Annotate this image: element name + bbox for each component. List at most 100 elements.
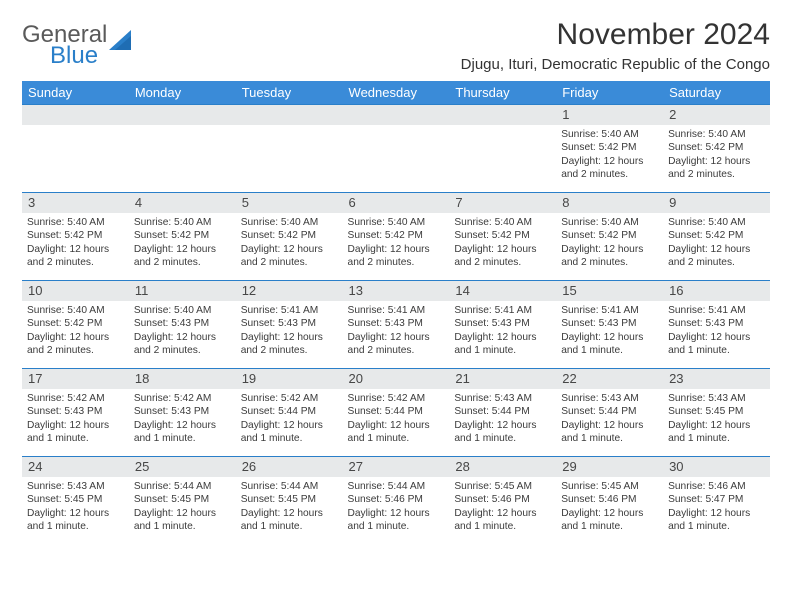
calendar-body: 1Sunrise: 5:40 AMSunset: 5:42 PMDaylight…	[22, 104, 770, 544]
sunset-text: Sunset: 5:45 PM	[241, 493, 338, 506]
day-number: 7	[449, 192, 556, 213]
day-details: Sunrise: 5:44 AMSunset: 5:45 PMDaylight:…	[236, 477, 343, 537]
calendar-cell: 25Sunrise: 5:44 AMSunset: 5:45 PMDayligh…	[129, 456, 236, 544]
calendar-cell: 12Sunrise: 5:41 AMSunset: 5:43 PMDayligh…	[236, 280, 343, 368]
sunrise-text: Sunrise: 5:40 AM	[241, 216, 338, 229]
daylight-text: Daylight: 12 hours and 1 minute.	[454, 419, 551, 446]
daylight-text: Daylight: 12 hours and 1 minute.	[561, 331, 658, 358]
logo: General Blue	[22, 18, 135, 68]
day-number: 6	[343, 192, 450, 213]
sunrise-text: Sunrise: 5:41 AM	[348, 304, 445, 317]
day-details: Sunrise: 5:40 AMSunset: 5:42 PMDaylight:…	[449, 213, 556, 273]
calendar-cell: 4Sunrise: 5:40 AMSunset: 5:42 PMDaylight…	[129, 192, 236, 280]
sunrise-text: Sunrise: 5:40 AM	[348, 216, 445, 229]
daylight-text: Daylight: 12 hours and 2 minutes.	[27, 243, 124, 270]
calendar-cell: 26Sunrise: 5:44 AMSunset: 5:45 PMDayligh…	[236, 456, 343, 544]
day-number: 4	[129, 192, 236, 213]
sunrise-text: Sunrise: 5:40 AM	[27, 304, 124, 317]
sunrise-text: Sunrise: 5:44 AM	[241, 480, 338, 493]
calendar-week: 17Sunrise: 5:42 AMSunset: 5:43 PMDayligh…	[22, 368, 770, 456]
day-number: 17	[22, 368, 129, 389]
daylight-text: Daylight: 12 hours and 2 minutes.	[241, 331, 338, 358]
daylight-text: Daylight: 12 hours and 1 minute.	[454, 507, 551, 534]
calendar-cell: 27Sunrise: 5:44 AMSunset: 5:46 PMDayligh…	[343, 456, 450, 544]
sunset-text: Sunset: 5:42 PM	[348, 229, 445, 242]
day-details: Sunrise: 5:41 AMSunset: 5:43 PMDaylight:…	[449, 301, 556, 361]
sunrise-text: Sunrise: 5:40 AM	[668, 216, 765, 229]
calendar-cell	[343, 104, 450, 192]
calendar-cell: 17Sunrise: 5:42 AMSunset: 5:43 PMDayligh…	[22, 368, 129, 456]
sunset-text: Sunset: 5:43 PM	[348, 317, 445, 330]
page-header: General Blue November 2024 Djugu, Ituri,…	[22, 18, 770, 73]
calendar-cell: 8Sunrise: 5:40 AMSunset: 5:42 PMDaylight…	[556, 192, 663, 280]
day-number: 24	[22, 456, 129, 477]
calendar-cell: 13Sunrise: 5:41 AMSunset: 5:43 PMDayligh…	[343, 280, 450, 368]
day-number: 20	[343, 368, 450, 389]
calendar-table: SundayMondayTuesdayWednesdayThursdayFrid…	[22, 81, 770, 544]
sunrise-text: Sunrise: 5:41 AM	[454, 304, 551, 317]
sunrise-text: Sunrise: 5:41 AM	[241, 304, 338, 317]
day-number: 16	[663, 280, 770, 301]
daylight-text: Daylight: 12 hours and 1 minute.	[134, 507, 231, 534]
daylight-text: Daylight: 12 hours and 1 minute.	[348, 507, 445, 534]
day-number: 18	[129, 368, 236, 389]
sunrise-text: Sunrise: 5:41 AM	[561, 304, 658, 317]
weekday-header: Tuesday	[236, 81, 343, 104]
daylight-text: Daylight: 12 hours and 2 minutes.	[561, 155, 658, 182]
sunrise-text: Sunrise: 5:40 AM	[561, 216, 658, 229]
calendar-week: 3Sunrise: 5:40 AMSunset: 5:42 PMDaylight…	[22, 192, 770, 280]
sunrise-text: Sunrise: 5:40 AM	[27, 216, 124, 229]
sunrise-text: Sunrise: 5:43 AM	[27, 480, 124, 493]
day-details: Sunrise: 5:46 AMSunset: 5:47 PMDaylight:…	[663, 477, 770, 537]
day-details: Sunrise: 5:40 AMSunset: 5:42 PMDaylight:…	[343, 213, 450, 273]
sunset-text: Sunset: 5:42 PM	[561, 229, 658, 242]
day-number: 15	[556, 280, 663, 301]
day-details: Sunrise: 5:42 AMSunset: 5:44 PMDaylight:…	[343, 389, 450, 449]
daylight-text: Daylight: 12 hours and 1 minute.	[241, 507, 338, 534]
daylight-text: Daylight: 12 hours and 2 minutes.	[134, 331, 231, 358]
calendar-cell	[129, 104, 236, 192]
sunrise-text: Sunrise: 5:45 AM	[454, 480, 551, 493]
month-title: November 2024	[461, 18, 770, 52]
sunrise-text: Sunrise: 5:42 AM	[134, 392, 231, 405]
sunset-text: Sunset: 5:46 PM	[348, 493, 445, 506]
calendar-cell: 30Sunrise: 5:46 AMSunset: 5:47 PMDayligh…	[663, 456, 770, 544]
daylight-text: Daylight: 12 hours and 1 minute.	[668, 419, 765, 446]
day-details: Sunrise: 5:42 AMSunset: 5:43 PMDaylight:…	[22, 389, 129, 449]
calendar-head: SundayMondayTuesdayWednesdayThursdayFrid…	[22, 81, 770, 104]
day-number: 11	[129, 280, 236, 301]
sunset-text: Sunset: 5:42 PM	[27, 229, 124, 242]
sunrise-text: Sunrise: 5:43 AM	[561, 392, 658, 405]
calendar-cell: 2Sunrise: 5:40 AMSunset: 5:42 PMDaylight…	[663, 104, 770, 192]
daylight-text: Daylight: 12 hours and 1 minute.	[668, 507, 765, 534]
daylight-text: Daylight: 12 hours and 2 minutes.	[348, 243, 445, 270]
day-number: 19	[236, 368, 343, 389]
daylight-text: Daylight: 12 hours and 1 minute.	[241, 419, 338, 446]
weekday-header: Wednesday	[343, 81, 450, 104]
calendar-week: 1Sunrise: 5:40 AMSunset: 5:42 PMDaylight…	[22, 104, 770, 192]
day-number: 14	[449, 280, 556, 301]
calendar-cell: 24Sunrise: 5:43 AMSunset: 5:45 PMDayligh…	[22, 456, 129, 544]
daylight-text: Daylight: 12 hours and 1 minute.	[348, 419, 445, 446]
sunset-text: Sunset: 5:42 PM	[27, 317, 124, 330]
sunset-text: Sunset: 5:46 PM	[454, 493, 551, 506]
day-details: Sunrise: 5:40 AMSunset: 5:42 PMDaylight:…	[129, 213, 236, 273]
calendar-cell: 28Sunrise: 5:45 AMSunset: 5:46 PMDayligh…	[449, 456, 556, 544]
daylight-text: Daylight: 12 hours and 2 minutes.	[348, 331, 445, 358]
calendar-cell: 11Sunrise: 5:40 AMSunset: 5:43 PMDayligh…	[129, 280, 236, 368]
sunrise-text: Sunrise: 5:40 AM	[134, 216, 231, 229]
sunset-text: Sunset: 5:44 PM	[561, 405, 658, 418]
day-number: 27	[343, 456, 450, 477]
weekday-header: Friday	[556, 81, 663, 104]
sunset-text: Sunset: 5:45 PM	[27, 493, 124, 506]
day-details: Sunrise: 5:40 AMSunset: 5:42 PMDaylight:…	[22, 213, 129, 273]
sunset-text: Sunset: 5:44 PM	[241, 405, 338, 418]
calendar-cell: 22Sunrise: 5:43 AMSunset: 5:44 PMDayligh…	[556, 368, 663, 456]
sunset-text: Sunset: 5:43 PM	[27, 405, 124, 418]
daylight-text: Daylight: 12 hours and 1 minute.	[561, 507, 658, 534]
day-details: Sunrise: 5:40 AMSunset: 5:42 PMDaylight:…	[556, 213, 663, 273]
daylight-text: Daylight: 12 hours and 2 minutes.	[27, 331, 124, 358]
weekday-header: Thursday	[449, 81, 556, 104]
sunset-text: Sunset: 5:43 PM	[134, 317, 231, 330]
day-number: 29	[556, 456, 663, 477]
